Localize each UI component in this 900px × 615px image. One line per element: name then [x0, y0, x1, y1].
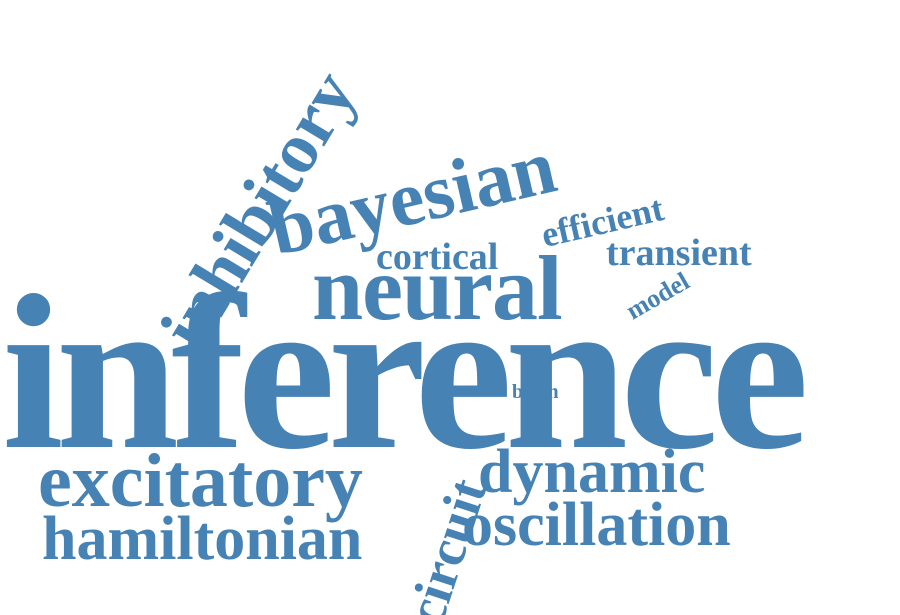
word-oscillation: oscillation: [462, 491, 731, 559]
word-brain: brain: [512, 381, 559, 403]
word-inference: inference: [2, 250, 809, 496]
word-cortical: cortical: [376, 236, 499, 278]
word-dynamic: dynamic: [478, 438, 706, 506]
word-neural: neural: [312, 237, 563, 339]
word-transient: transient: [606, 232, 752, 274]
word-excitatory: excitatory: [38, 439, 363, 523]
word-hamiltonian: hamiltonian: [42, 505, 363, 573]
